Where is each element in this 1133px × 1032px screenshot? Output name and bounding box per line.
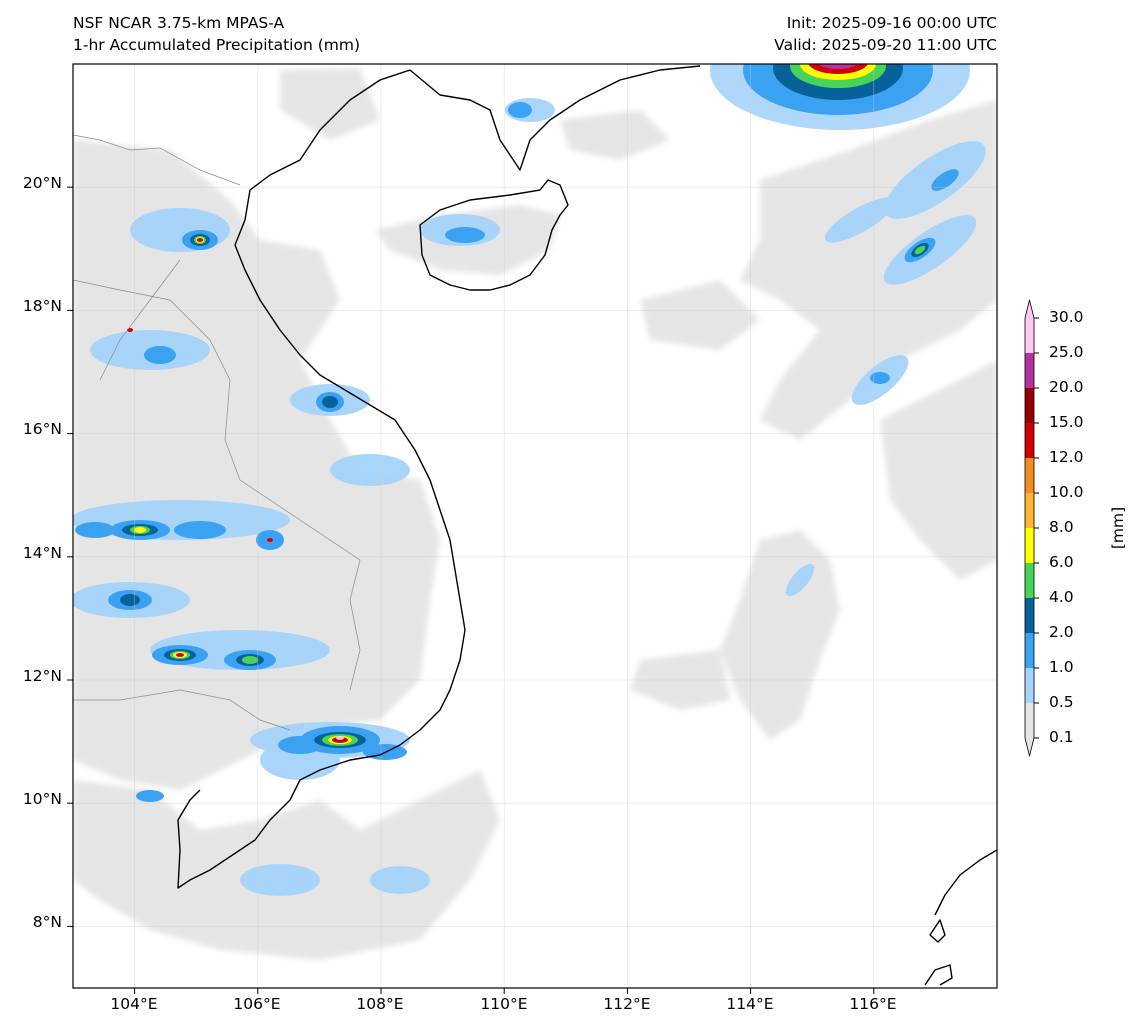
axis-ticks: [67, 186, 875, 994]
colorbar-label-4: 4.0: [1049, 588, 1074, 606]
lat-label-16: 16°N: [22, 420, 62, 438]
lon-label-106: 106°E: [233, 995, 281, 1013]
lon-label-104: 104°E: [110, 995, 158, 1013]
colorbar-swatch: [1025, 493, 1034, 528]
colorbar-label-2: 1.0: [1049, 658, 1074, 676]
coastlines: [177, 65, 997, 986]
lon-label-116: 116°E: [849, 995, 897, 1013]
colorbar-label-12: 30.0: [1049, 308, 1084, 326]
colorbar-swatch: [1025, 353, 1034, 388]
typhoon-rainband: [710, 64, 970, 130]
lat-label-10: 10°N: [22, 790, 62, 808]
lon-label-110: 110°E: [480, 995, 528, 1013]
field-name: 1-hr Accumulated Precipitation (mm): [73, 36, 360, 54]
colorbar-extend-min: [1025, 738, 1034, 756]
lat-label-14: 14°N: [22, 544, 62, 562]
colorbar-unit: [mm]: [1109, 506, 1128, 550]
lat-label-18: 18°N: [22, 297, 62, 315]
lon-label-108: 108°E: [356, 995, 404, 1013]
colorbar-label-3: 2.0: [1049, 623, 1074, 641]
country-borders: [73, 134, 361, 731]
lat-label-12: 12°N: [22, 667, 62, 685]
lon-label-114: 114°E: [726, 995, 774, 1013]
lat-label-20: 20°N: [22, 174, 62, 192]
colorbar-label-10: 20.0: [1049, 378, 1084, 396]
colorbar-label-6: 8.0: [1049, 518, 1074, 536]
colorbar-swatch: [1025, 423, 1034, 458]
map-frame: [72, 63, 998, 989]
colorbar-label-5: 6.0: [1049, 553, 1074, 571]
lon-label-112: 112°E: [603, 995, 651, 1013]
colorbar-label-9: 15.0: [1049, 413, 1084, 431]
model-name: NSF NCAR 3.75-km MPAS-A: [73, 14, 285, 32]
colorbar-label-8: 12.0: [1049, 448, 1084, 466]
colorbar: [1024, 299, 1039, 757]
map-title-left: NSF NCAR 3.75-km MPAS-A 1-hr Accumulated…: [73, 12, 360, 56]
colorbar-swatch: [1025, 668, 1034, 703]
colorbar-swatch: [1025, 458, 1034, 493]
colorbar-swatch: [1025, 598, 1034, 633]
lat-label-8: 8°N: [32, 913, 62, 931]
colorbar-extend-max: [1025, 300, 1034, 318]
colorbar-label-0: 0.1: [1049, 728, 1074, 746]
colorbar-swatch: [1025, 633, 1034, 668]
graticule: [73, 64, 997, 988]
valid-time: Valid: 2025-09-20 11:00 UTC: [774, 36, 997, 54]
colorbar-label-1: 0.5: [1049, 693, 1074, 711]
colorbar-swatch: [1025, 388, 1034, 423]
colorbar-label-7: 10.0: [1049, 483, 1084, 501]
colorbar-swatch: [1025, 528, 1034, 563]
map-title-right: Init: 2025-09-16 00:00 UTC Valid: 2025-0…: [774, 12, 997, 56]
colorbar-swatch: [1025, 703, 1034, 738]
convective-cells: [75, 102, 959, 802]
init-time: Init: 2025-09-16 00:00 UTC: [786, 14, 997, 32]
colorbar-swatch: [1025, 563, 1034, 598]
colorbar-swatch: [1025, 318, 1034, 353]
colorbar-label-11: 25.0: [1049, 343, 1084, 361]
